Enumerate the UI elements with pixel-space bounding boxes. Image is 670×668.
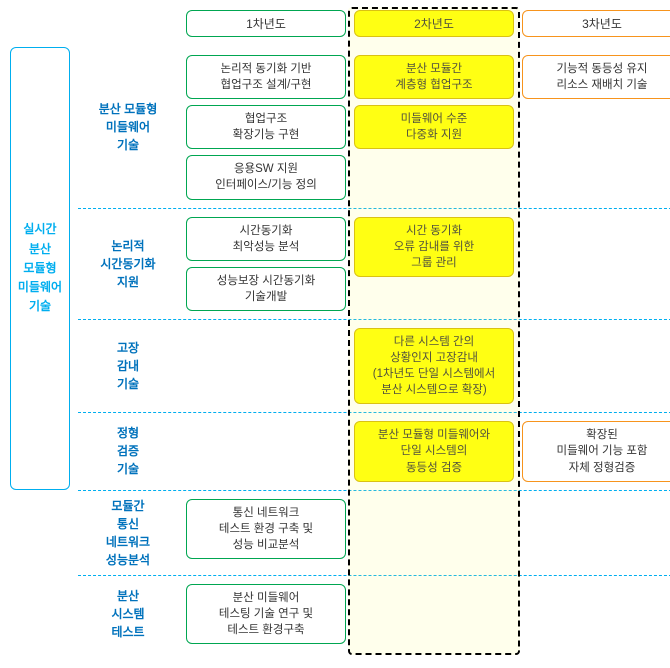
header-year2: 2차년도 [354,10,514,37]
header-year3: 3차년도 [522,10,670,37]
cell-column: 분산 모듈간 계층형 협업구조미들웨어 수준 다중화 지원 [354,47,514,208]
cell-column: 시간동기화 최악성능 분석성능보장 시간동기화 기술개발 [186,209,346,319]
year1-item: 통신 네트워크 테스트 환경 구축 및 성능 비교분석 [186,499,346,559]
row-label: 모듈간 통신 네트워크 성능분석 [78,491,178,575]
header-year1: 1차년도 [186,10,346,37]
row-label: 논리적 시간동기화 지원 [78,209,178,319]
year2-item: 미들웨어 수준 다중화 지원 [354,105,514,149]
roadmap-grid: 1차년도 2차년도 3차년도 실시간 분산 모듈형 미들웨어 기술 분산 모듈형… [10,10,660,652]
cell-column [522,209,670,319]
row-label: 분산 모듈형 미들웨어 기술 [78,47,178,208]
year2-item: 다른 시스템 간의 상황인지 고장감내 (1차년도 단일 시스템에서 분산 시스… [354,328,514,404]
cell-column: 다른 시스템 간의 상황인지 고장감내 (1차년도 단일 시스템에서 분산 시스… [354,320,514,412]
cell-column: 기능적 동등성 유지 리소스 재배치 기술 [522,47,670,208]
cell-column [522,320,670,412]
cell-column: 시간 동기화 오류 감내를 위한 그룹 관리 [354,209,514,319]
year1-item: 시간동기화 최악성능 분석 [186,217,346,261]
cell-column: 확장된 미들웨어 기능 포함 자체 정형검증 [522,413,670,489]
cell-column [522,576,670,652]
year1-item: 협업구조 확장기능 구현 [186,105,346,149]
year1-item: 분산 미들웨어 테스팅 기술 연구 및 테스트 환경구축 [186,584,346,644]
year1-item: 논리적 동기화 기반 협업구조 설계/구현 [186,55,346,99]
year3-item: 확장된 미들웨어 기능 포함 자체 정형검증 [522,421,670,481]
cell-column [354,576,514,652]
cell-column: 통신 네트워크 테스트 환경 구축 및 성능 비교분석 [186,491,346,575]
cell-column [186,413,346,489]
row-label: 정형 검증 기술 [78,413,178,489]
year1-item: 응용SW 지원 인터페이스/기능 정의 [186,155,346,199]
year2-item: 분산 모듈간 계층형 협업구조 [354,55,514,99]
cell-column: 논리적 동기화 기반 협업구조 설계/구현협업구조 확장기능 구현응용SW 지원… [186,47,346,208]
cell-column: 분산 모듈형 미들웨어와 단일 시스템의 동등성 검증 [354,413,514,489]
cell-column [522,491,670,575]
row-label: 분산 시스템 테스트 [78,576,178,652]
row-label: 고장 감내 기술 [78,320,178,412]
cell-column [354,491,514,575]
year1-item: 성능보장 시간동기화 기술개발 [186,267,346,311]
year2-item: 시간 동기화 오류 감내를 위한 그룹 관리 [354,217,514,277]
year3-item: 기능적 동등성 유지 리소스 재배치 기술 [522,55,670,99]
left-category-label: 실시간 분산 모듈형 미들웨어 기술 [10,47,70,490]
cell-column [186,320,346,412]
cell-column: 분산 미들웨어 테스팅 기술 연구 및 테스트 환경구축 [186,576,346,652]
year2-item: 분산 모듈형 미들웨어와 단일 시스템의 동등성 검증 [354,421,514,481]
